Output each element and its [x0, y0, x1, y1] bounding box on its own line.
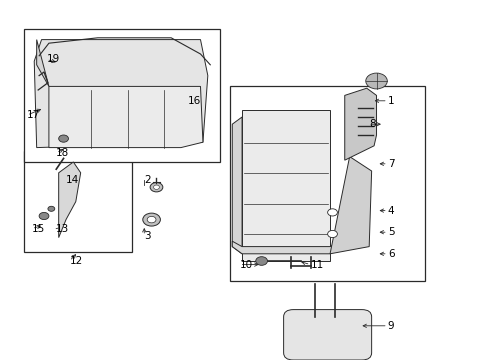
Polygon shape	[37, 40, 49, 86]
Bar	[229, 86, 425, 281]
Circle shape	[327, 230, 337, 238]
Text: 5: 5	[387, 227, 394, 237]
Text: 3: 3	[144, 231, 151, 241]
Circle shape	[255, 257, 267, 265]
Text: 16: 16	[188, 96, 201, 106]
Circle shape	[153, 185, 159, 189]
Text: 4: 4	[387, 206, 394, 216]
Text: 17: 17	[27, 110, 40, 120]
Text: 14: 14	[66, 175, 79, 185]
Text: 6: 6	[387, 249, 394, 259]
Circle shape	[365, 73, 386, 89]
Text: 1: 1	[387, 96, 394, 106]
Polygon shape	[232, 241, 339, 254]
Polygon shape	[232, 117, 242, 254]
Circle shape	[59, 135, 68, 142]
Polygon shape	[344, 88, 376, 160]
Circle shape	[39, 212, 49, 220]
Text: 12: 12	[69, 256, 82, 266]
Bar	[24, 29, 220, 162]
Text: 19: 19	[46, 54, 60, 64]
Circle shape	[150, 183, 163, 192]
Text: 11: 11	[310, 260, 323, 270]
Text: 7: 7	[387, 159, 394, 169]
Polygon shape	[59, 162, 81, 238]
Bar	[24, 151, 132, 252]
Polygon shape	[242, 110, 329, 261]
Polygon shape	[49, 86, 203, 148]
Text: 15: 15	[32, 224, 45, 234]
Text: 10: 10	[239, 260, 252, 270]
Text: 2: 2	[144, 175, 151, 185]
Text: 13: 13	[56, 224, 69, 234]
Circle shape	[147, 216, 156, 223]
Circle shape	[327, 209, 337, 216]
Circle shape	[48, 206, 55, 211]
Polygon shape	[34, 40, 207, 148]
FancyBboxPatch shape	[283, 310, 371, 360]
Text: 9: 9	[387, 321, 394, 331]
Text: 8: 8	[368, 119, 375, 129]
Polygon shape	[329, 157, 371, 254]
Circle shape	[142, 213, 160, 226]
Text: 18: 18	[56, 148, 69, 158]
